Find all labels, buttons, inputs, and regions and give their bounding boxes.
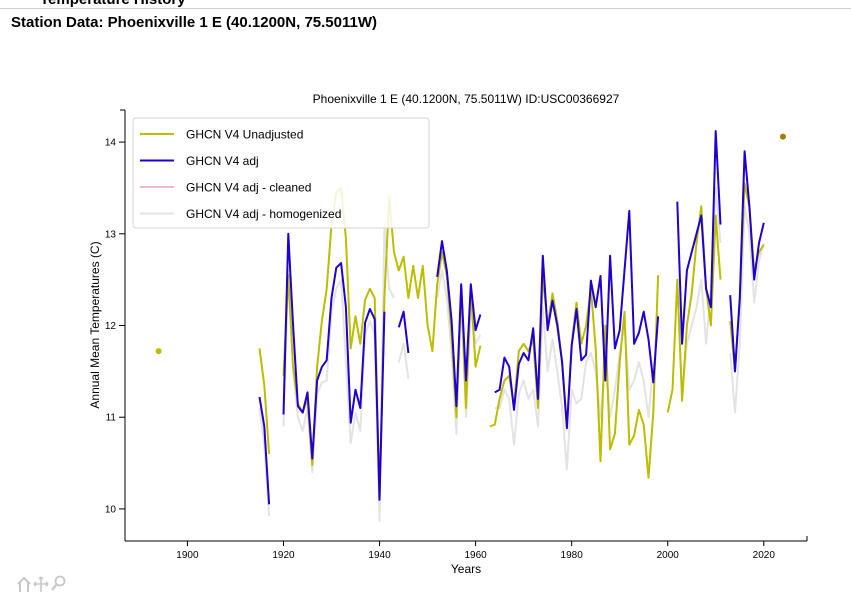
- x-tick-label: 1920: [272, 550, 295, 561]
- legend-label-cleaned: GHCN V4 adj - cleaned: [186, 181, 311, 195]
- home-icon[interactable]: [16, 574, 32, 592]
- series-line-homogenized: [397, 342, 410, 379]
- x-tick-label: 1940: [368, 550, 391, 561]
- chart-title: Phoenixville 1 E (40.1200N, 75.5011W) ID…: [313, 92, 620, 106]
- series-line-homogenized: [729, 205, 765, 414]
- y-tick-label: 10: [105, 504, 117, 515]
- series-line-adj: [436, 240, 482, 408]
- y-tick-label: 14: [105, 138, 117, 149]
- y-tick-label: 12: [105, 321, 117, 332]
- series-line-adj: [397, 310, 410, 354]
- data-point-1894: [155, 348, 162, 355]
- x-tick-label: 2020: [753, 550, 776, 561]
- legend-label-homogenized: GHCN V4 adj - homogenized: [186, 207, 341, 221]
- x-axis-label: Years: [451, 562, 481, 576]
- x-tick-label: 1900: [176, 550, 199, 561]
- legend-label-unadjusted: GHCN V4 Unadjusted: [186, 128, 303, 142]
- series-line-unadjusted: [258, 348, 271, 454]
- axes: 1900 1920 1940 1960 1980 2000 2020 10 11 12 13 14: [105, 109, 808, 561]
- series-line-adj: [258, 396, 271, 505]
- y-tick-label: 11: [106, 413, 117, 424]
- y-axis-label: Annual Mean Temperatures (C): [88, 241, 102, 408]
- x-tick-label: 1980: [561, 550, 584, 561]
- y-tick-label: 13: [105, 229, 117, 240]
- clipped-page-title: Temperature History: [40, 0, 186, 8]
- legend-box: [132, 117, 430, 229]
- x-tick-label: 1960: [464, 550, 487, 561]
- chart-legend: GHCN V4 Unadjusted GHCN V4 adj GHCN V4 adj…: [132, 117, 430, 229]
- legend-label-adj: GHCN V4 adj: [186, 154, 259, 168]
- chart-toolbar: [16, 574, 66, 592]
- station-heading: Station Data: Phoenixville 1 E (40.1200N…: [11, 14, 377, 31]
- series-line-unadjusted: [729, 182, 765, 373]
- pan-icon[interactable]: [33, 574, 49, 592]
- data-point-2024: [779, 133, 786, 140]
- series-line-adj: [676, 130, 722, 345]
- series-line-adj: [729, 150, 765, 373]
- zoom-icon[interactable]: [50, 574, 66, 592]
- plot-area: [155, 130, 786, 522]
- top-divider: [0, 0, 851, 9]
- series-line-adj: [282, 232, 386, 501]
- x-tick-label: 2000: [657, 550, 680, 561]
- series-line-adj: [494, 209, 660, 430]
